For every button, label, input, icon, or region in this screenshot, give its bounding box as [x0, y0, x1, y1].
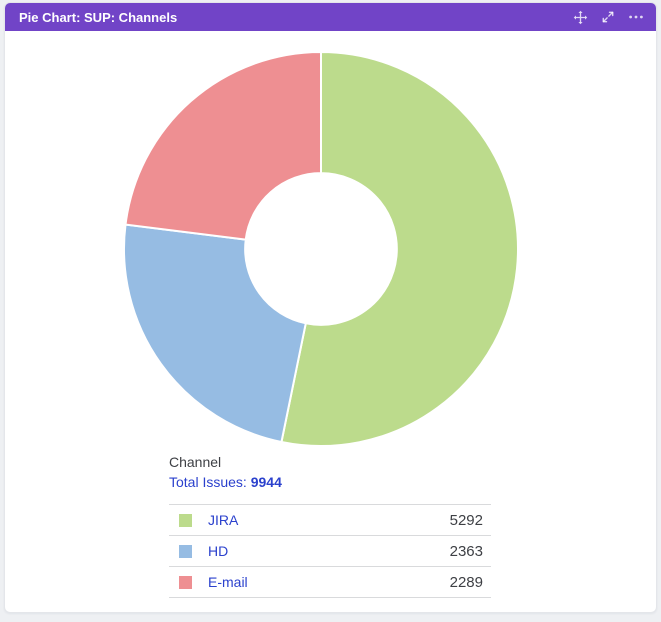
total-issues-label: Total Issues:: [169, 474, 247, 490]
legend-row: HD 2363: [169, 536, 491, 567]
pie-chart-gadget: Pie Chart: SUP: Channels: [4, 2, 657, 613]
legend-row: E-mail 2289: [169, 567, 491, 598]
pie-slice-hd[interactable]: [123, 223, 307, 443]
legend-value: 2289: [449, 573, 483, 591]
gadget-header-drag-handle[interactable]: Pie Chart: SUP: Channels: [5, 3, 656, 31]
legend-swatch: [179, 544, 192, 558]
pie-slice-jira[interactable]: [280, 51, 519, 447]
pie-slice-e-mail[interactable]: [124, 51, 322, 241]
donut-chart[interactable]: [121, 49, 521, 449]
move-icon[interactable]: [573, 10, 588, 25]
chart-info: Channel Total Issues: 9944: [169, 452, 282, 492]
chart-legend: JIRA 5292 HD 2363 E-mail 2289: [169, 504, 491, 598]
total-issues-value: 9944: [250, 474, 282, 490]
legend-swatch: [179, 513, 192, 527]
legend-value: 5292: [449, 511, 483, 529]
gadget-header-actions: [573, 9, 644, 25]
legend-label[interactable]: JIRA: [208, 512, 239, 528]
gadget-title: Pie Chart: SUP: Channels: [19, 9, 178, 25]
more-options-icon[interactable]: [628, 9, 644, 25]
total-issues-line: Total Issues: 9944: [169, 472, 282, 492]
legend-label[interactable]: HD: [208, 543, 229, 559]
legend-swatch: [179, 575, 192, 589]
legend-value: 2363: [449, 542, 483, 560]
legend-row: JIRA 5292: [169, 505, 491, 536]
chart-dimension-label: Channel: [169, 454, 222, 470]
gadget-body: Channel Total Issues: 9944 JIRA 5292 HD 236…: [5, 31, 656, 612]
legend-label[interactable]: E-mail: [208, 574, 248, 590]
expand-icon[interactable]: [601, 10, 615, 24]
